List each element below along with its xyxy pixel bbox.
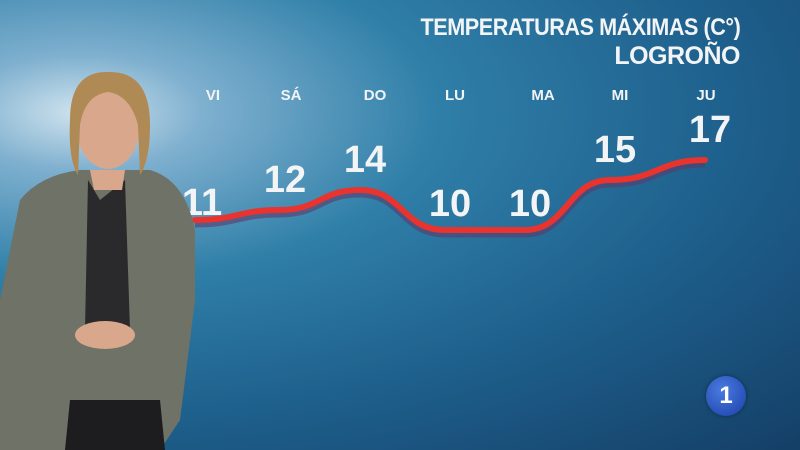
series-line bbox=[192, 157, 708, 234]
day-tick-label: VI bbox=[206, 87, 220, 104]
day-tick-label: SÁ bbox=[281, 87, 302, 104]
channel-logo: 1 bbox=[706, 376, 746, 416]
day-tick-label: MI bbox=[612, 87, 629, 104]
day-tick-label: JU bbox=[696, 87, 715, 104]
temperature-data-label: 12 bbox=[264, 159, 306, 201]
day-tick-label: DO bbox=[364, 87, 387, 104]
day-tick-label: MA bbox=[531, 87, 554, 104]
temperature-data-label: 15 bbox=[594, 129, 636, 171]
chart-title: TEMPERATURAS MÁXIMAS (C°) bbox=[420, 14, 740, 41]
location-title: LOGROÑO bbox=[614, 42, 740, 70]
temperature-data-label: 10 bbox=[509, 183, 551, 225]
temperature-data-label: 11 bbox=[182, 182, 222, 224]
temperature-data-label: 10 bbox=[429, 183, 471, 225]
temperature-data-label: 17 bbox=[689, 109, 731, 151]
day-tick-label: LU bbox=[445, 87, 465, 104]
temperature-data-label: 14 bbox=[344, 139, 386, 181]
